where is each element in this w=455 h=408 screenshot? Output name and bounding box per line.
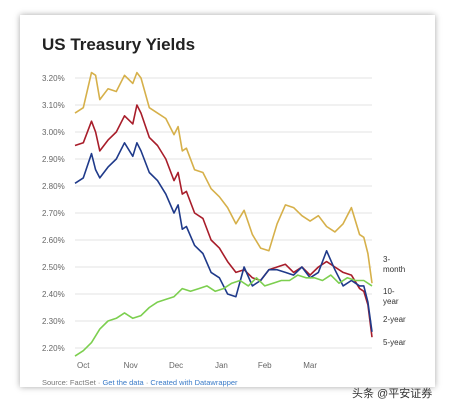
separator: · — [95, 378, 103, 387]
series-line-5-year — [74, 142, 373, 332]
end-label-3-month: 3-month — [383, 255, 405, 274]
end-label-2-year: 2-year — [383, 315, 406, 324]
y-tick-labels: 3.20% 3.10% 3.00% 2.90% 2.80% 2.70% 2.60% 2.50%… — [42, 74, 65, 353]
watermark-text: 头条 @平安证券 — [352, 388, 433, 400]
x-tick-label: Dec — [169, 361, 183, 370]
datawrapper-link[interactable]: Created with Datawrapper — [150, 378, 238, 387]
series-line-10-year — [74, 71, 373, 284]
x-tick-label: Mar — [303, 361, 317, 370]
series-lines — [74, 71, 373, 357]
y-tick-label: 2.50% — [42, 263, 65, 272]
end-label-5-year: 5-year — [383, 338, 406, 347]
x-tick-label: Nov — [124, 361, 138, 370]
chart-card — [20, 15, 435, 387]
series-line-2-year — [74, 104, 373, 338]
x-tick-label: Feb — [258, 361, 272, 370]
x-tick-labels: Oct Nov Dec Jan Feb Mar — [77, 361, 317, 370]
y-tick-label: 2.30% — [42, 317, 65, 326]
y-tick-label: 3.20% — [42, 74, 65, 83]
y-tick-label: 3.00% — [42, 128, 65, 137]
x-tick-label: Oct — [77, 361, 90, 370]
series-end-labels: 10-year 2-year 5-year 3-month — [383, 255, 406, 347]
y-tick-label: 3.10% — [42, 101, 65, 110]
y-tick-label: 2.70% — [42, 209, 65, 218]
x-tick-label: Jan — [215, 361, 228, 370]
gridlines — [75, 77, 372, 349]
source-text: Source: FactSet — [42, 378, 96, 387]
y-tick-label: 2.40% — [42, 290, 65, 299]
y-tick-label: 2.80% — [42, 182, 65, 191]
chart-title: US Treasury Yields — [42, 35, 196, 54]
get-data-link[interactable]: Get the data — [102, 378, 144, 387]
y-tick-label: 2.90% — [42, 155, 65, 164]
separator: · — [143, 378, 151, 387]
y-tick-label: 2.20% — [42, 344, 65, 353]
end-label-10-year: 10-year — [383, 287, 399, 306]
chart-footer: Source: FactSet · Get the data · Created… — [42, 378, 238, 387]
y-tick-label: 2.60% — [42, 236, 65, 245]
series-line-3-month — [74, 274, 373, 357]
